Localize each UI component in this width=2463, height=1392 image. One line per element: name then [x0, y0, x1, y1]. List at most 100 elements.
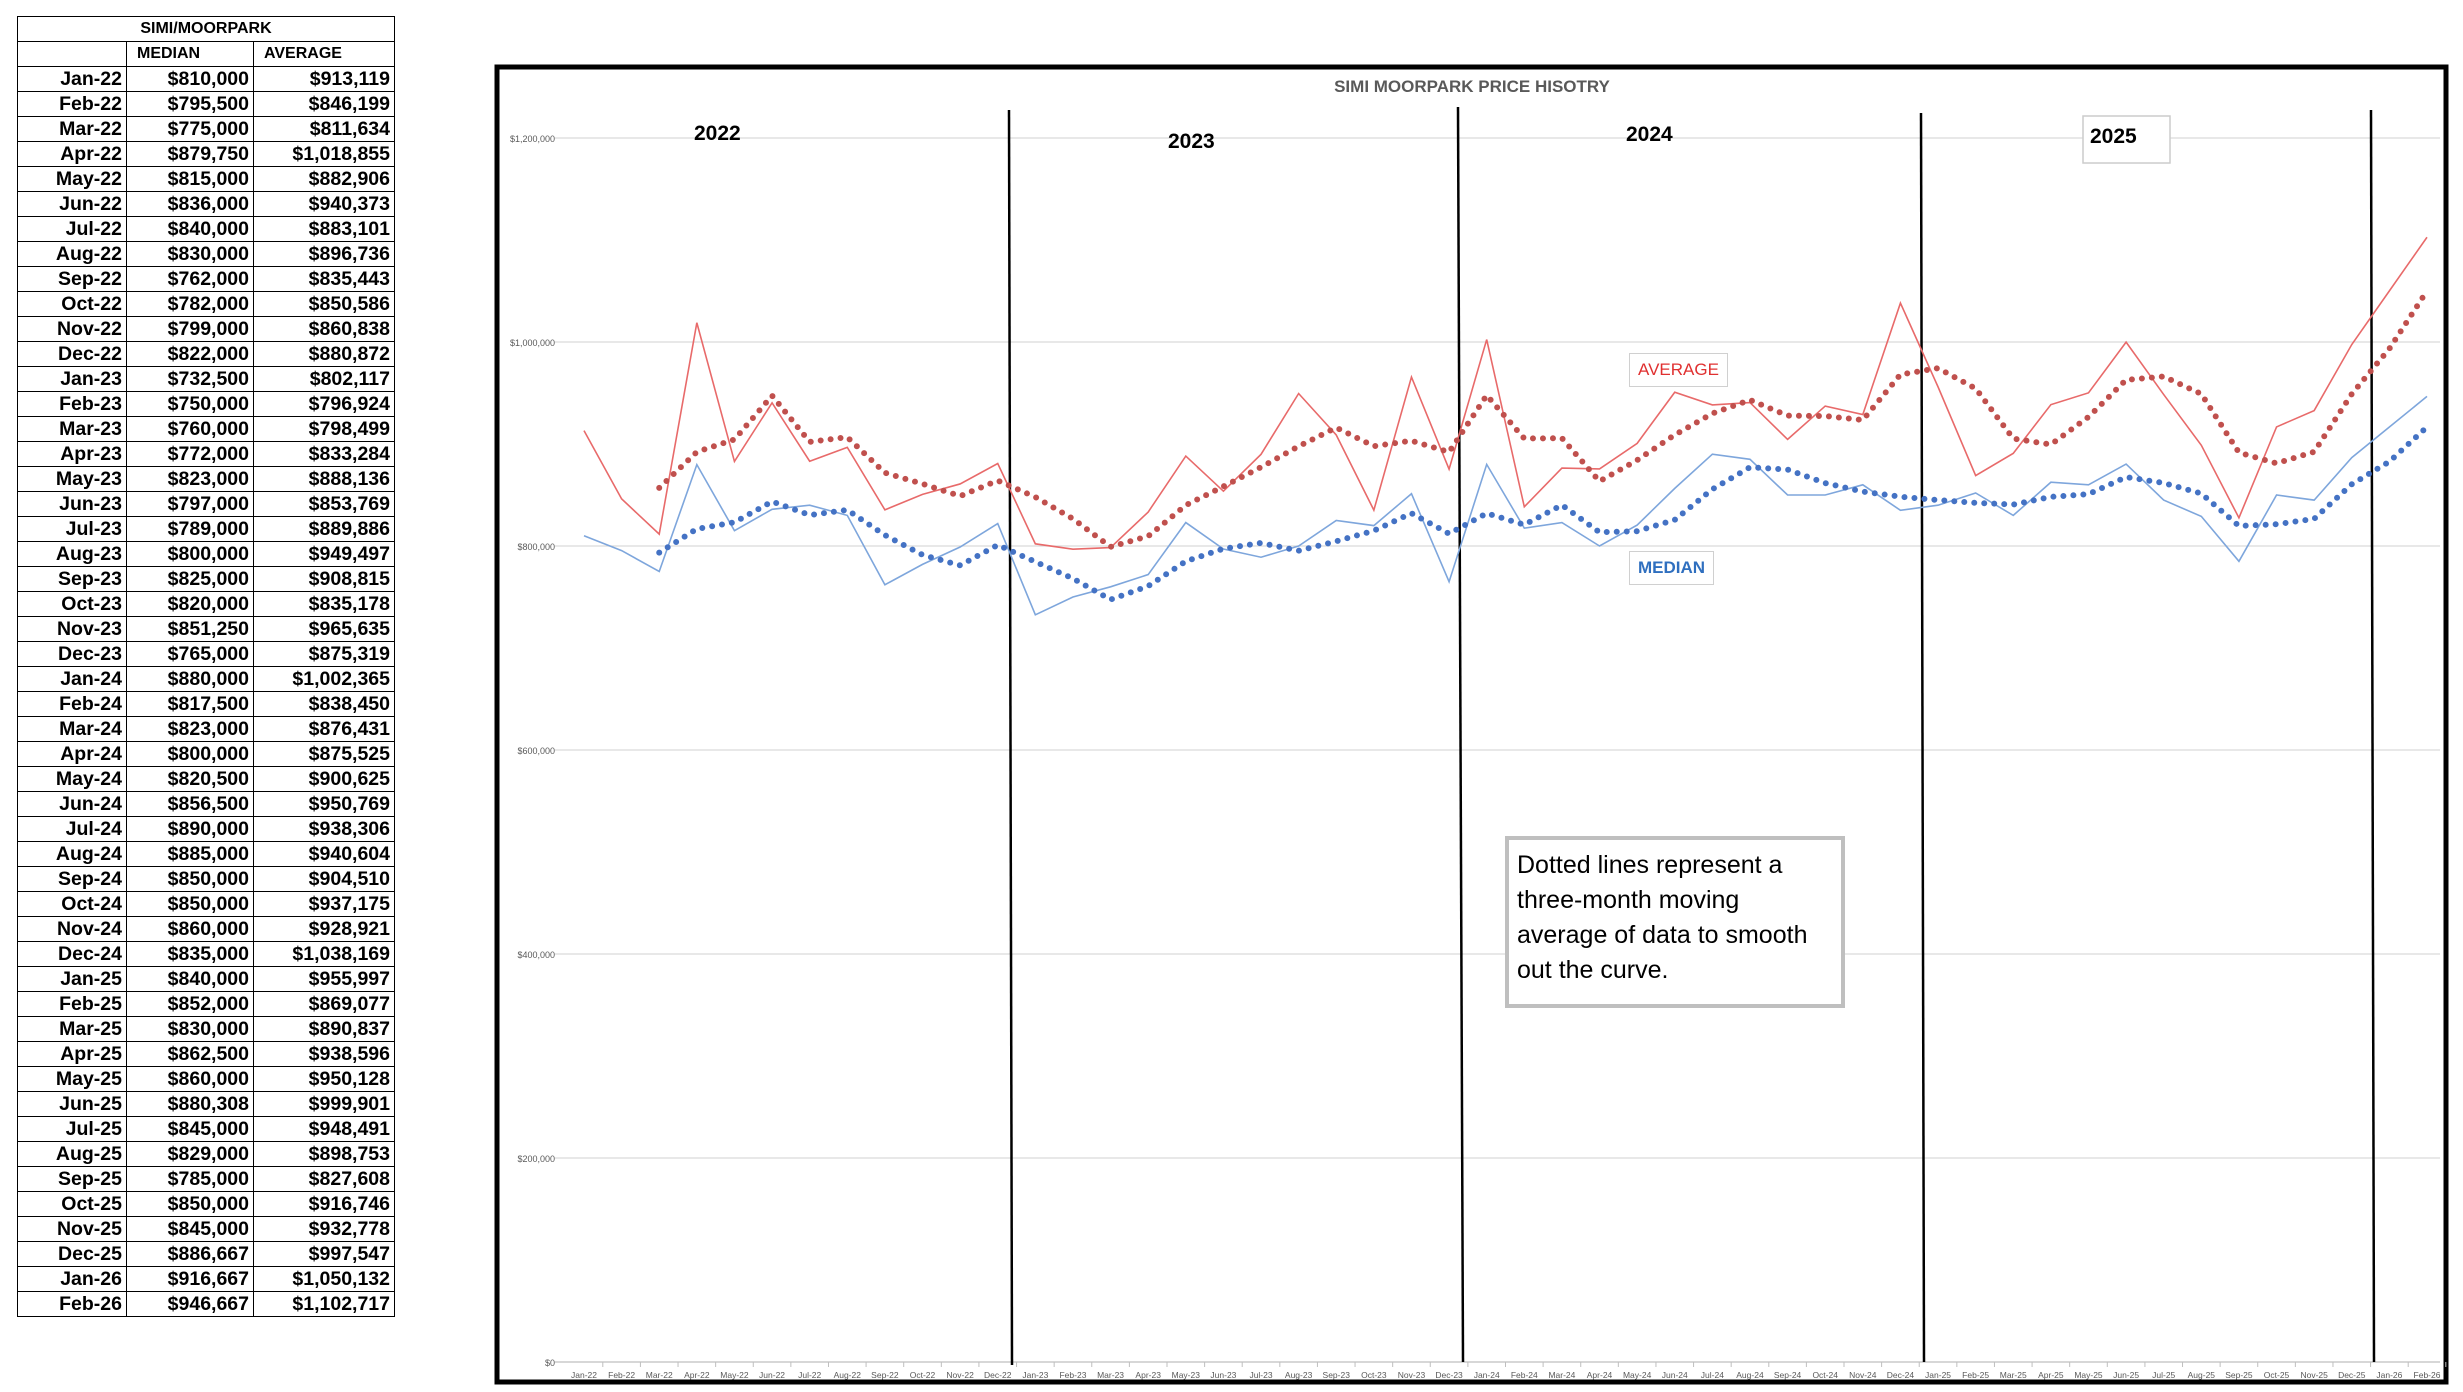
average-cell: $880,872 [253, 341, 395, 367]
month-cell: Mar-22 [17, 116, 127, 142]
x-tick-label: May-22 [720, 1370, 749, 1380]
median-cell: $760,000 [126, 416, 254, 442]
year-label-2022: 2022 [694, 122, 741, 145]
year-label-2025: 2025 [2090, 125, 2137, 148]
median-cell: $879,750 [126, 141, 254, 167]
chart-title: SIMI MOORPARK PRICE HISOTRY [1334, 77, 1610, 96]
year-label-2024: 2024 [1626, 123, 1673, 146]
month-cell: Oct-22 [17, 291, 127, 317]
table-row: Jan-22 $810,000 $913,119 [17, 66, 395, 92]
average-cell: $938,596 [253, 1041, 395, 1067]
x-tick-label: Jun-24 [1662, 1370, 1688, 1380]
x-tick-label: Jun-22 [759, 1370, 785, 1380]
median-cell: $815,000 [126, 166, 254, 192]
month-cell: Aug-23 [17, 541, 127, 567]
table-row: Nov-25 $845,000 $932,778 [17, 1216, 395, 1242]
average-cell: $889,886 [253, 516, 395, 542]
month-cell: Jun-25 [17, 1091, 127, 1117]
median-cell: $823,000 [126, 716, 254, 742]
average-cell: $940,373 [253, 191, 395, 217]
median-cell: $860,000 [126, 1066, 254, 1092]
x-tick-label: Apr-23 [1135, 1370, 1161, 1380]
average-cell: $900,625 [253, 766, 395, 792]
median-cell: $785,000 [126, 1166, 254, 1192]
x-tick-label: Sep-22 [871, 1370, 899, 1380]
table-row: Dec-23 $765,000 $875,319 [17, 641, 395, 667]
x-tick-label: Dec-23 [1435, 1370, 1463, 1380]
y-tick-label: $800,000 [517, 542, 555, 552]
month-cell: Nov-24 [17, 916, 127, 942]
month-cell: Oct-23 [17, 591, 127, 617]
month-cell: Sep-22 [17, 266, 127, 292]
table-row: Sep-22 $762,000 $835,443 [17, 266, 395, 292]
x-tick-label: Feb-24 [1511, 1370, 1538, 1380]
x-tick-label: Oct-24 [1812, 1370, 1838, 1380]
median-cell: $830,000 [126, 1016, 254, 1042]
average-cell: $896,736 [253, 241, 395, 267]
x-tick-label: May-23 [1172, 1370, 1201, 1380]
median-cell: $916,667 [126, 1266, 254, 1292]
median-cell: $829,000 [126, 1141, 254, 1167]
month-cell: Feb-24 [17, 691, 127, 717]
average-cell: $904,510 [253, 866, 395, 892]
median-cell: $836,000 [126, 191, 254, 217]
table-row: Mar-24 $823,000 $876,431 [17, 716, 395, 742]
x-tick-label: Jan-24 [1474, 1370, 1500, 1380]
median-cell: $840,000 [126, 966, 254, 992]
month-cell: Jan-26 [17, 1266, 127, 1292]
month-cell: Jan-23 [17, 366, 127, 392]
month-cell: Aug-25 [17, 1141, 127, 1167]
month-cell: Sep-25 [17, 1166, 127, 1192]
table-row: May-22 $815,000 $882,906 [17, 166, 395, 192]
average-cell: $928,921 [253, 916, 395, 942]
median-cell: $835,000 [126, 941, 254, 967]
x-tick-label: Apr-24 [1587, 1370, 1613, 1380]
month-cell: Jun-23 [17, 491, 127, 517]
median-cell: $880,000 [126, 666, 254, 692]
table-row: Oct-22 $782,000 $850,586 [17, 291, 395, 317]
table-row: Jun-24 $856,500 $950,769 [17, 791, 395, 817]
month-cell: Oct-24 [17, 891, 127, 917]
month-cell: Aug-22 [17, 241, 127, 267]
month-cell: Jun-24 [17, 791, 127, 817]
x-tick-label: Nov-23 [1398, 1370, 1426, 1380]
x-tick-label: Apr-22 [684, 1370, 710, 1380]
month-cell: Sep-23 [17, 566, 127, 592]
month-cell: Apr-25 [17, 1041, 127, 1067]
x-tick-label: Jul-24 [1701, 1370, 1724, 1380]
month-cell: Jul-25 [17, 1116, 127, 1142]
x-tick-label: Jan-25 [1925, 1370, 1951, 1380]
month-cell: Mar-25 [17, 1016, 127, 1042]
median-cell: $851,250 [126, 616, 254, 642]
average-cell: $999,901 [253, 1091, 395, 1117]
y-tick-label: $400,000 [517, 950, 555, 960]
month-cell: Jan-22 [17, 66, 127, 92]
median-cell: $820,500 [126, 766, 254, 792]
x-tick-label: Jan-26 [2376, 1370, 2402, 1380]
table-row: May-24 $820,500 $900,625 [17, 766, 395, 792]
average-cell: $875,525 [253, 741, 395, 767]
month-cell: Jun-22 [17, 191, 127, 217]
average-cell: $796,924 [253, 391, 395, 417]
table-row: Aug-23 $800,000 $949,497 [17, 541, 395, 567]
x-tick-label: Feb-23 [1059, 1370, 1086, 1380]
table-row: Jan-26 $916,667 $1,050,132 [17, 1266, 395, 1292]
median-cell: $823,000 [126, 466, 254, 492]
x-tick-label: Sep-24 [1774, 1370, 1802, 1380]
x-tick-label: Nov-22 [946, 1370, 974, 1380]
median-cell: $810,000 [126, 66, 254, 92]
table-row: Jan-25 $840,000 $955,997 [17, 966, 395, 992]
table-row: Jan-24 $880,000 $1,002,365 [17, 666, 395, 692]
median-cell: $817,500 [126, 691, 254, 717]
average-cell: $949,497 [253, 541, 395, 567]
table-row: Dec-24 $835,000 $1,038,169 [17, 941, 395, 967]
average-cell: $1,002,365 [253, 666, 395, 692]
median-cell: $799,000 [126, 316, 254, 342]
median-cell: $822,000 [126, 341, 254, 367]
year-label-2023: 2023 [1168, 130, 1215, 153]
median-cell: $845,000 [126, 1116, 254, 1142]
header-blank [17, 41, 127, 67]
y-tick-label: $200,000 [517, 1154, 555, 1164]
average-cell: $850,586 [253, 291, 395, 317]
table-row: Feb-25 $852,000 $869,077 [17, 991, 395, 1017]
